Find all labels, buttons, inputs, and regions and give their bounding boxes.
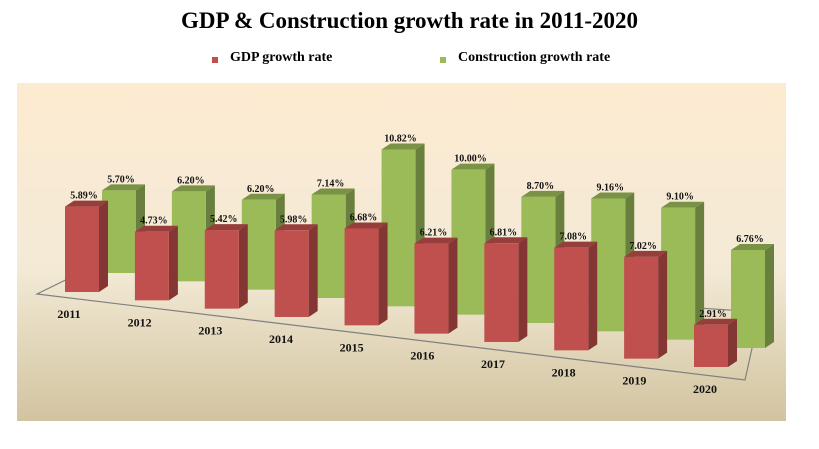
x-tick-label: 2020 [693, 382, 717, 396]
bar-front-face [204, 230, 239, 309]
data-label: 5.89% [70, 191, 98, 202]
bar-top-face [311, 188, 355, 195]
bar-side-face [658, 250, 668, 359]
bar-gdp-2014 [274, 224, 318, 317]
bar-side-face [728, 318, 737, 367]
data-label: 5.42% [210, 214, 238, 225]
bar-gdp-2018 [554, 241, 598, 351]
bar-gdp-2012 [134, 225, 178, 301]
bar-front-face [694, 324, 728, 367]
data-label: 9.10% [666, 192, 694, 203]
bar-top-face [661, 201, 705, 208]
bar-top-face [241, 193, 285, 200]
bar-front-face [554, 247, 589, 351]
bar-gdp-2019 [624, 250, 668, 359]
bar-side-face [238, 224, 248, 309]
x-tick-label: 2013 [198, 324, 222, 338]
bar-front-face [65, 206, 99, 292]
data-label: 8.70% [527, 181, 555, 192]
bar-side-face [695, 201, 705, 340]
data-label: 7.02% [629, 241, 657, 252]
bar-construction-2019 [661, 201, 705, 340]
x-tick-label: 2015 [340, 340, 364, 354]
bar-top-face [134, 225, 178, 232]
legend-label-gdp: GDP growth rate [230, 50, 333, 65]
bar-top-face [102, 184, 145, 191]
bar-side-face [765, 243, 774, 348]
bar-gdp-2015 [344, 222, 388, 326]
x-tick-label: 2019 [622, 374, 646, 388]
bar-top-face [344, 222, 388, 229]
bar-top-face [414, 237, 458, 244]
bar-side-face [378, 222, 388, 326]
data-label: 6.76% [736, 234, 764, 245]
bar-side-face [588, 241, 598, 351]
bar-top-face [521, 190, 565, 197]
x-tick-label: 2011 [57, 307, 80, 321]
legend-label-construction: Construction growth rate [458, 50, 611, 65]
bar-top-face [624, 250, 668, 257]
bar-side-face [308, 224, 318, 317]
bar-top-face [591, 192, 635, 199]
bar-top-face [204, 224, 248, 231]
bar-top-face [171, 185, 215, 192]
bar-gdp-2016 [414, 237, 458, 334]
bar-gdp-2017 [484, 237, 528, 342]
data-label: 4.73% [140, 216, 168, 227]
bar-front-face [274, 230, 309, 317]
bar-top-face [451, 163, 495, 170]
legend-item-gdp: GDP growth rate [212, 50, 332, 66]
data-label: 7.08% [559, 232, 587, 243]
bar-front-face [414, 243, 449, 334]
x-tick-label: 2016 [410, 349, 434, 363]
data-label: 5.70% [107, 174, 135, 185]
data-label: 6.81% [490, 227, 518, 238]
bar-front-face [344, 228, 379, 326]
bar-front-face [134, 231, 169, 301]
legend-swatch-construction [440, 57, 446, 63]
x-tick-label: 2014 [269, 332, 293, 346]
legend-item-construction: Construction growth rate [440, 50, 610, 66]
data-label: 2.91% [699, 309, 727, 320]
bar-top-face [65, 200, 108, 207]
legend-swatch-gdp [212, 57, 218, 63]
data-label: 5.98% [280, 214, 308, 225]
bar-gdp-2020 [694, 318, 737, 367]
bar-front-face [484, 243, 519, 342]
bar-construction-2020 [731, 243, 774, 348]
bar-top-face [381, 143, 425, 150]
bar-side-face [448, 237, 458, 334]
bar-gdp-2011 [65, 200, 108, 292]
data-label: 6.20% [177, 175, 205, 186]
data-label: 6.68% [350, 212, 378, 223]
bar-front-face [624, 256, 659, 359]
x-tick-label: 2017 [481, 357, 505, 371]
data-label: 6.21% [420, 228, 448, 239]
bar-side-face [518, 237, 528, 342]
bar-side-face [168, 225, 178, 301]
data-label: 7.14% [317, 178, 345, 189]
bar-top-face [484, 237, 528, 244]
x-tick-label: 2012 [128, 315, 152, 329]
bar-top-face [694, 318, 737, 325]
data-label: 9.16% [596, 183, 624, 194]
bar-top-face [274, 224, 318, 231]
bar-top-face [731, 243, 774, 250]
data-label: 6.20% [247, 184, 275, 195]
bar-top-face [554, 241, 598, 248]
bar-side-face [99, 200, 108, 292]
data-label: 10.00% [454, 154, 487, 165]
x-tick-label: 2018 [552, 365, 576, 379]
chart-title: GDP & Construction growth rate in 2011-2… [180, 8, 638, 33]
data-label: 10.82% [384, 133, 417, 144]
bar-gdp-2013 [204, 224, 248, 309]
